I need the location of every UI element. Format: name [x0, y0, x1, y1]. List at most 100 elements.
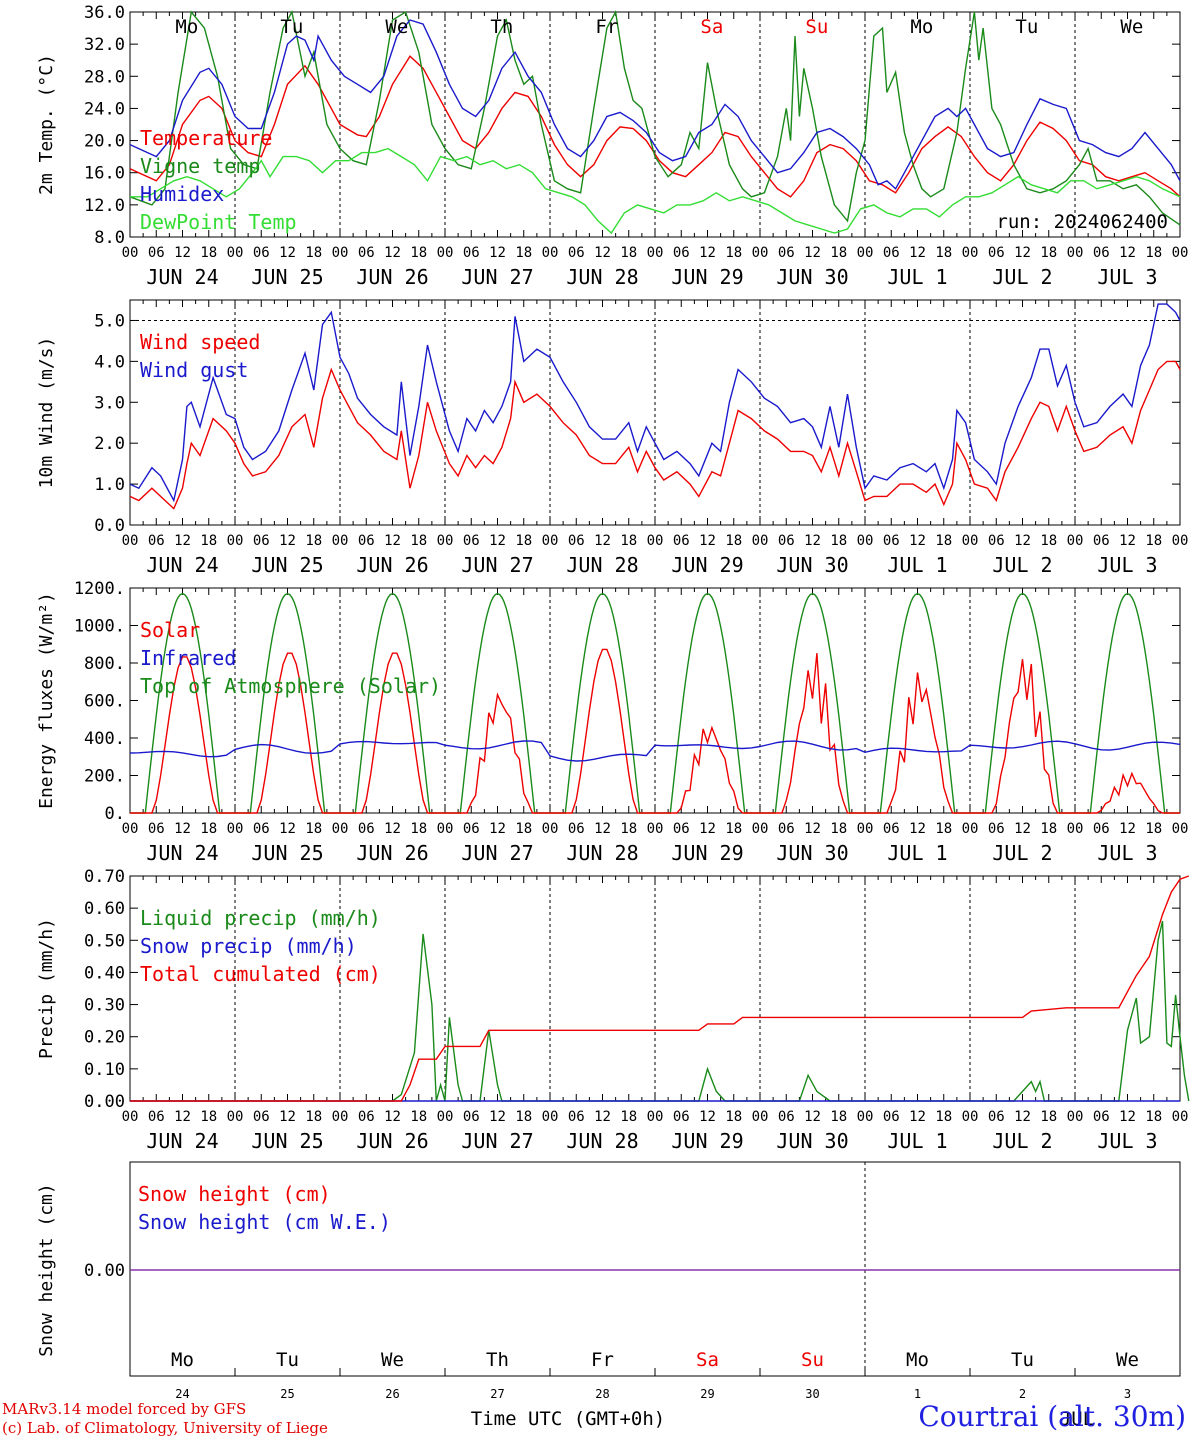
hour-label: 00	[1172, 821, 1189, 837]
day-number: 1	[914, 1387, 921, 1401]
date-label: JUL 3	[1097, 841, 1157, 865]
legend-entry: Temperature	[140, 126, 272, 150]
hour-label: 00	[542, 533, 559, 549]
hour-label: 06	[463, 1109, 480, 1125]
date-label: JUN 27	[461, 1129, 533, 1153]
date-label: JUL 2	[992, 1129, 1052, 1153]
hour-label: 12	[699, 1109, 716, 1125]
hour-label: 18	[620, 245, 637, 261]
hour-label: 18	[620, 1109, 637, 1125]
date-label: JUN 25	[251, 265, 323, 289]
date-label: JUL 2	[992, 841, 1052, 865]
credit-model: MARv3.14 model forced by GFS	[2, 1400, 247, 1418]
y-axis-label: Precip (mm/h)	[36, 918, 57, 1059]
hour-label: 18	[200, 533, 217, 549]
hour-label: 06	[463, 821, 480, 837]
date-label: JUN 30	[776, 1129, 848, 1153]
hour-label: 06	[778, 245, 795, 261]
hour-label: 12	[699, 533, 716, 549]
hour-label: 18	[830, 821, 847, 837]
series-line-temp-2	[129, 19, 1181, 190]
series-line-precip-0	[130, 920, 1190, 1102]
y-tick-label: 0.20	[84, 1028, 125, 1048]
x-axis-title: Time UTC (GMT+0h)	[471, 1408, 665, 1430]
y-tick-label: 0.60	[84, 899, 125, 919]
hour-label: 12	[489, 1109, 506, 1125]
hour-label: 12	[384, 1109, 401, 1125]
weekday-label: Fr	[591, 1349, 614, 1371]
y-tick-label: 0.10	[84, 1060, 125, 1080]
date-label: JUN 26	[356, 841, 428, 865]
hour-label: 06	[148, 821, 165, 837]
legend-entry: Infrared	[140, 646, 236, 670]
hour-label: 00	[227, 245, 244, 261]
hour-label: 06	[1093, 533, 1110, 549]
hour-label: 00	[122, 245, 139, 261]
hour-label: 18	[515, 821, 532, 837]
y-tick-label: 12.0	[84, 196, 125, 216]
day-number: 25	[280, 1387, 294, 1401]
hour-label: 00	[332, 533, 349, 549]
hour-label: 12	[279, 533, 296, 549]
hour-label: 12	[804, 821, 821, 837]
date-label: JUN 24	[146, 841, 218, 865]
hour-label: 06	[358, 1109, 375, 1125]
hour-label: 00	[227, 533, 244, 549]
hour-label: 18	[830, 1109, 847, 1125]
hour-label: 18	[515, 533, 532, 549]
hour-label: 06	[568, 1109, 585, 1125]
hour-label: 06	[253, 245, 270, 261]
y-tick-label: 800.	[84, 654, 125, 674]
date-label: JUL 2	[992, 553, 1052, 577]
legend-entry: Wind gust	[140, 358, 248, 382]
y-tick-label: 0.30	[84, 996, 125, 1016]
hour-label: 12	[909, 1109, 926, 1125]
hour-label: 18	[410, 245, 427, 261]
date-label: JUN 27	[461, 841, 533, 865]
hour-label: 18	[935, 1109, 952, 1125]
hour-label: 06	[463, 245, 480, 261]
date-label: JUN 29	[671, 841, 743, 865]
hour-label: 00	[1172, 1109, 1189, 1125]
hour-label: 06	[358, 245, 375, 261]
hour-label: 12	[1014, 1109, 1031, 1125]
hour-label: 12	[804, 1109, 821, 1125]
day-number: 24	[175, 1387, 189, 1401]
hour-label: 06	[1093, 245, 1110, 261]
y-tick-label: 0.50	[84, 931, 125, 951]
hour-label: 18	[305, 821, 322, 837]
hour-label: 18	[935, 533, 952, 549]
hour-label: 18	[620, 821, 637, 837]
hour-label: 00	[332, 821, 349, 837]
hour-label: 18	[305, 1109, 322, 1125]
hour-label: 12	[699, 245, 716, 261]
date-label: JUL 1	[887, 265, 947, 289]
hour-label: 18	[1145, 533, 1162, 549]
legend-entry: Solar	[140, 618, 200, 642]
hour-label: 18	[725, 821, 742, 837]
panel-frame	[129, 299, 1181, 526]
hour-label: 12	[1014, 533, 1031, 549]
date-label: JUN 28	[566, 1129, 638, 1153]
hour-label: 00	[647, 1109, 664, 1125]
y-tick-label: 1000.	[74, 617, 125, 637]
y-tick-label: 0.	[105, 804, 125, 824]
weekday-label: Th	[490, 16, 513, 38]
series-line-temp-3	[130, 147, 1181, 235]
hour-label: 18	[725, 533, 742, 549]
hour-label: 18	[200, 1109, 217, 1125]
hour-label: 18	[620, 533, 637, 549]
hour-label: 00	[227, 1109, 244, 1125]
day-number: 28	[595, 1387, 609, 1401]
date-label: JUN 26	[356, 1129, 428, 1153]
y-tick-label: 0.00	[84, 1092, 125, 1112]
hour-label: 12	[594, 1109, 611, 1125]
day-number: 26	[385, 1387, 399, 1401]
weekday-label: Mo	[910, 16, 933, 38]
weekday-label: We	[1116, 1349, 1139, 1371]
series-line-solar	[130, 648, 1180, 814]
y-tick-label: 0.00	[84, 1261, 125, 1281]
y-tick-label: 32.0	[84, 35, 125, 55]
day-number: 2	[1019, 1387, 1026, 1401]
hour-label: 18	[305, 245, 322, 261]
